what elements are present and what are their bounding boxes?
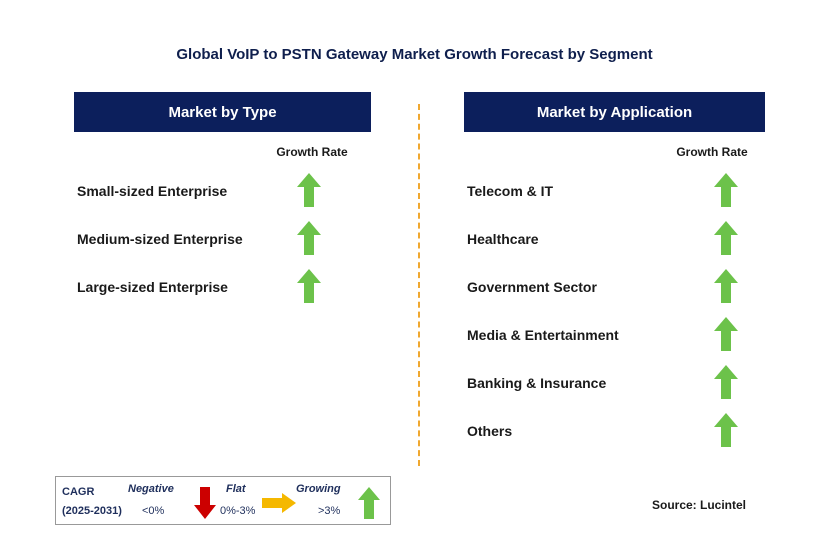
arrow-up-icon [297,221,321,255]
arrow-right-icon [262,493,296,513]
type-row-label: Large-sized Enterprise [77,279,228,295]
panel-divider [418,104,420,466]
header-market-by-type: Market by Type [74,92,371,132]
arrow-up-icon [714,365,738,399]
legend-negative-label: Negative [128,483,174,495]
type-row-label: Small-sized Enterprise [77,183,228,199]
growth-rate-label-left: Growth Rate [276,145,348,159]
legend-flat-range: 0%-3% [220,505,256,517]
arrow-up-icon [714,317,738,351]
growth-rate-label-right: Growth Rate [676,145,748,159]
arrow-up-icon [714,269,738,303]
arrow-up-icon [714,173,738,207]
arrow-up-icon [714,221,738,255]
application-row-label: Banking & Insurance [467,375,607,391]
arrow-up-icon [714,413,738,447]
legend-period-label: (2025-2031) [62,505,122,517]
type-row-label: Medium-sized Enterprise [77,231,243,247]
arrow-up-icon [297,269,321,303]
application-row-label: Media & Entertainment [467,327,619,343]
application-row-label: Others [467,423,513,439]
arrow-up-icon [358,487,380,519]
cagr-legend: CAGR (2025-2031) Negative <0% Flat 0%-3%… [55,476,391,525]
legend-negative-range: <0% [142,505,165,517]
application-row-label: Government Sector [467,279,597,295]
source-label: Source: Lucintel [652,498,747,512]
arrow-down-icon [194,487,216,519]
legend-cagr-label: CAGR [62,486,95,498]
application-row-label: Telecom & IT [467,183,554,199]
arrow-up-icon [297,173,321,207]
legend-flat-label: Flat [226,483,246,495]
chart-title: Global VoIP to PSTN Gateway Market Growt… [176,46,653,63]
legend-growing-label: Growing [296,483,341,495]
legend-growing-range: >3% [318,505,341,517]
application-row-label: Healthcare [467,231,539,247]
header-market-by-application: Market by Application [464,92,765,132]
